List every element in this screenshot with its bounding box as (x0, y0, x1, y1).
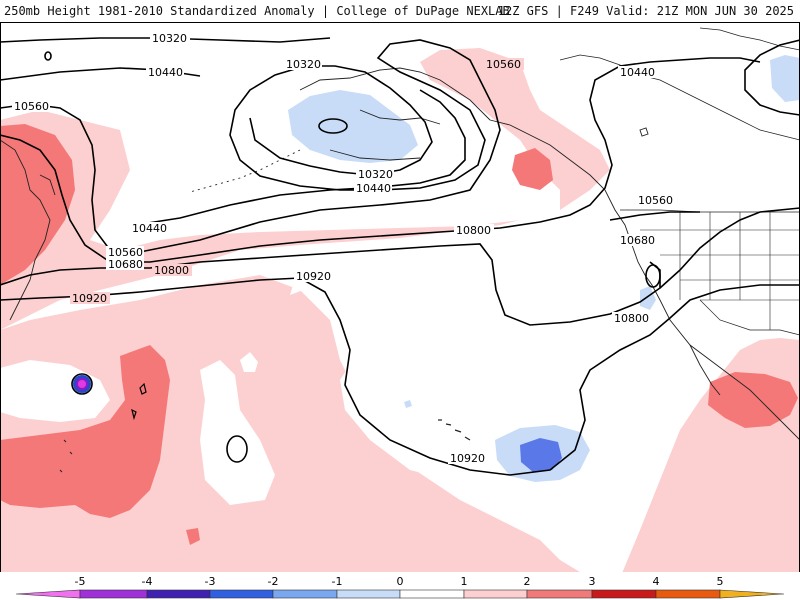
legend-tick: 4 (653, 575, 660, 588)
contour-label-10680-b: 10680 (620, 234, 655, 247)
anomaly-map: 10320 10440 10320 10560 10560 10440 1032… (0, 22, 800, 578)
legend-tick: 3 (589, 575, 596, 588)
legend-tick: -3 (205, 575, 216, 588)
contour-label-10440-a: 10440 (148, 66, 183, 79)
legend-tick: -5 (75, 575, 86, 588)
legend-tick: -2 (268, 575, 279, 588)
contour-label-10800-a: 10800 (154, 264, 189, 277)
legend-tick: 5 (717, 575, 724, 588)
color-legend: -5 -4 -3 -2 -1 0 1 2 3 4 5 (0, 572, 800, 600)
negative-anomaly-core (73, 375, 91, 393)
contour-label-10920-c: 10920 (450, 452, 485, 465)
legend-tick: -1 (332, 575, 343, 588)
legend-color-bar (15, 589, 785, 599)
contour-label-10320-c: 10320 (358, 168, 393, 181)
contour-label-10800-b: 10800 (456, 224, 491, 237)
contour-label-10560-b: 10560 (486, 58, 521, 71)
contour-label-10440-c: 10440 (356, 182, 391, 195)
contour-labels: 10320 10440 10320 10560 10560 10440 1032… (12, 32, 676, 465)
contour-label-10320-b: 10320 (286, 58, 321, 71)
negative-anomaly-medium (520, 438, 562, 472)
contour-label-10440-b: 10440 (620, 66, 655, 79)
contour-label-10320-a: 10320 (152, 32, 187, 45)
header-bar: 250mb Height 1981-2010 Standardized Anom… (0, 0, 800, 22)
contour-label-10560-d: 10560 (638, 194, 673, 207)
contour-label-10560-a: 10560 (14, 100, 49, 113)
legend-tick: 1 (461, 575, 468, 588)
legend-tick: -4 (142, 575, 153, 588)
legend-tick-labels: -5 -4 -3 -2 -1 0 1 2 3 4 5 (75, 575, 724, 588)
run-info: 12Z GFS | F249 Valid: 21Z MON JUN 30 202… (497, 4, 794, 18)
positive-anomaly-medium (0, 124, 798, 545)
contour-label-10920-a: 10920 (72, 292, 107, 305)
contour-label-10440-d: 10440 (132, 222, 167, 235)
legend-tick: 2 (524, 575, 531, 588)
contour-label-10920-b: 10920 (296, 270, 331, 283)
legend-tick: 0 (397, 575, 404, 588)
contour-label-10560-c: 10560 (108, 246, 143, 259)
contour-label-10800-c: 10800 (614, 312, 649, 325)
map-title: 250mb Height 1981-2010 Standardized Anom… (4, 4, 510, 18)
contour-label-10680-a: 10680 (108, 258, 143, 271)
